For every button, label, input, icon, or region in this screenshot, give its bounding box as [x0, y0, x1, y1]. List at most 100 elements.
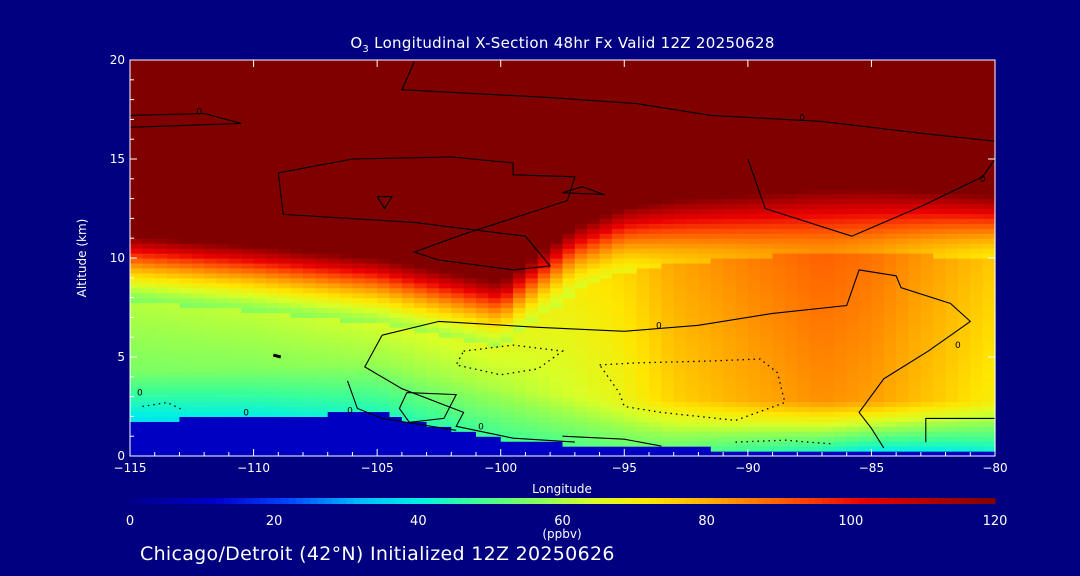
field-cell [278, 277, 292, 284]
field-cell [574, 277, 588, 284]
field-cell [265, 84, 279, 91]
field-cell [142, 431, 156, 437]
field-cell [426, 109, 440, 116]
field-cell [340, 139, 354, 145]
field-cell [673, 124, 687, 130]
field-cell [525, 357, 539, 363]
field-cell [747, 307, 761, 314]
field-cell [883, 253, 897, 259]
field-cell [426, 193, 440, 200]
field-cell [673, 258, 687, 264]
field-cell [241, 149, 255, 155]
field-cell [228, 228, 242, 234]
field-cell [377, 243, 391, 249]
field-cell [228, 312, 242, 318]
field-cell [463, 248, 477, 254]
field-cell [772, 446, 786, 452]
field-cell [673, 352, 687, 358]
field-cell [698, 282, 712, 289]
field-cell [216, 272, 230, 279]
field-cell [191, 451, 205, 457]
field-cell [611, 168, 625, 175]
field-cell [859, 352, 873, 358]
field-cell [142, 94, 156, 101]
field-cell [253, 99, 267, 106]
field-cell [327, 193, 341, 200]
field-cell [574, 267, 588, 274]
field-cell [154, 74, 168, 81]
field-cell [451, 188, 465, 195]
field-cell [710, 104, 724, 111]
field-cell [414, 69, 428, 76]
field-cell [624, 347, 638, 353]
field-cell [500, 396, 514, 403]
field-cell [290, 208, 304, 215]
field-cell [871, 307, 885, 314]
field-cell [859, 441, 873, 447]
field-cell [191, 376, 205, 383]
field-cell [500, 262, 514, 269]
field-cell [599, 302, 613, 309]
field-cell [414, 446, 428, 452]
field-cell [784, 292, 798, 299]
field-cell [377, 183, 391, 190]
field-cell [846, 302, 860, 309]
field-cell [859, 238, 873, 244]
field-cell [574, 129, 588, 135]
field-cell [216, 327, 230, 333]
field-cell [587, 386, 601, 393]
field-cell [241, 144, 255, 150]
field-cell [315, 223, 329, 229]
field-cell [154, 322, 168, 328]
field-cell [846, 451, 860, 457]
field-cell [772, 426, 786, 432]
field-cell [426, 168, 440, 175]
field-cell [414, 163, 428, 170]
field-cell [883, 441, 897, 447]
field-cell [241, 248, 255, 254]
field-cell [315, 277, 329, 284]
field-cell [241, 69, 255, 76]
field-cell [710, 352, 724, 358]
field-cell [191, 243, 205, 249]
field-cell [352, 74, 366, 81]
field-cell [216, 238, 230, 244]
field-cell [587, 376, 601, 383]
field-cell [377, 352, 391, 358]
field-cell [154, 386, 168, 393]
field-cell [896, 436, 910, 442]
field-cell [834, 168, 848, 175]
field-cell [315, 451, 329, 457]
field-cell [278, 208, 292, 215]
field-cell [624, 337, 638, 343]
field-cell [599, 322, 613, 328]
field-cell [438, 213, 452, 219]
field-cell [340, 104, 354, 111]
field-cell [167, 421, 181, 427]
field-cell [315, 396, 329, 403]
field-cell [340, 79, 354, 86]
field-cell [624, 342, 638, 348]
field-cell [290, 446, 304, 452]
field-cell [698, 297, 712, 304]
field-cell [698, 327, 712, 333]
field-cell [760, 352, 774, 358]
field-cell [859, 411, 873, 417]
field-cell [340, 337, 354, 343]
field-cell [710, 243, 724, 249]
field-cell [537, 208, 551, 215]
field-cell [414, 223, 428, 229]
field-cell [438, 411, 452, 417]
field-cell [426, 426, 440, 432]
field-cell [414, 406, 428, 413]
field-cell [760, 233, 774, 239]
field-cell [574, 431, 588, 437]
field-cell [673, 208, 687, 215]
field-cell [401, 406, 415, 413]
field-cell [513, 89, 527, 96]
field-cell [179, 233, 193, 239]
field-cell [216, 163, 230, 170]
field-cell [809, 431, 823, 437]
field-cell [327, 183, 341, 190]
field-cell [772, 361, 786, 368]
